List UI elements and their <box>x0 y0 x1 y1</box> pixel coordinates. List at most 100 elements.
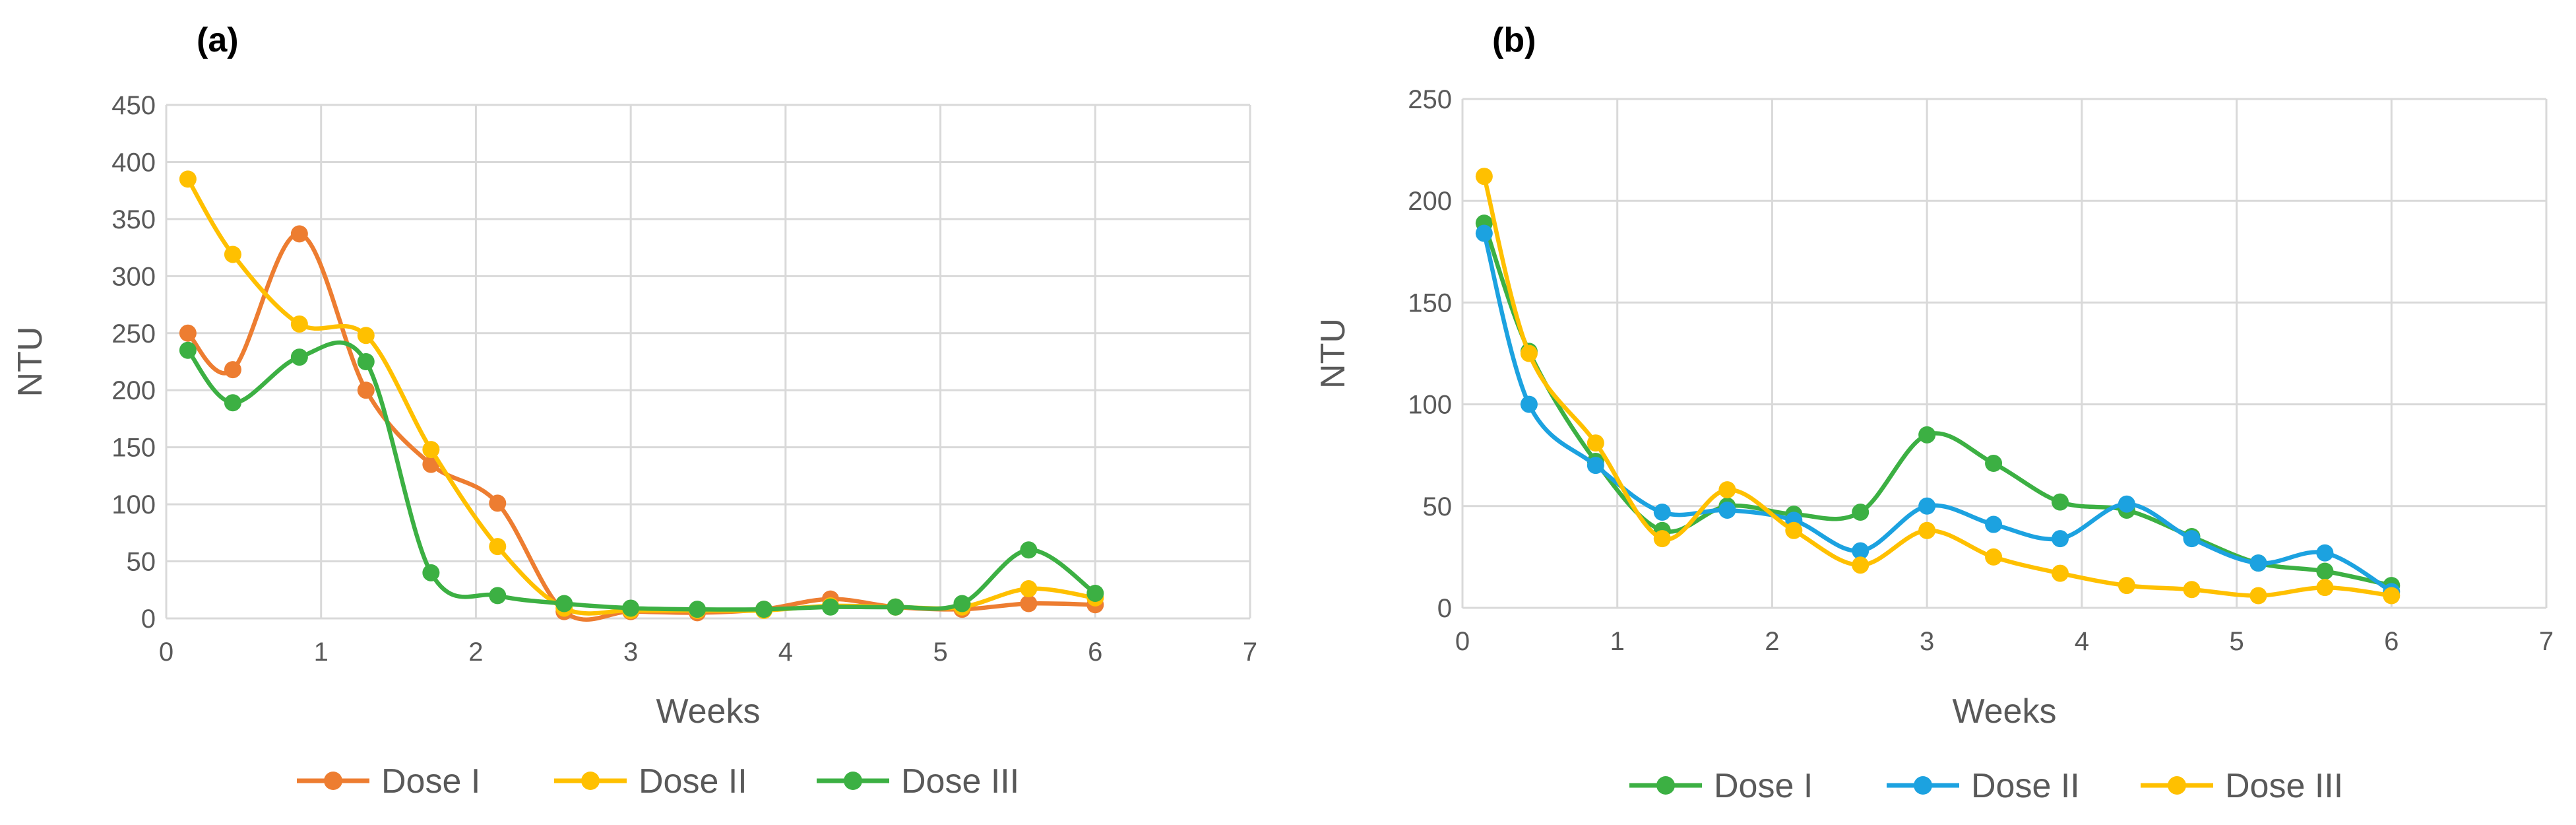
data-point <box>1918 426 1936 444</box>
legend-item: Dose II <box>1887 767 2080 805</box>
data-point <box>357 353 375 370</box>
x-tick-label: 6 <box>1088 638 1102 667</box>
x-tick-label: 2 <box>1765 627 1779 656</box>
y-tick-label: 250 <box>111 319 156 348</box>
data-point <box>2183 581 2201 599</box>
y-axis-title: NTU <box>1314 318 1352 389</box>
gridlines <box>165 104 1251 620</box>
legend-item: Dose I <box>1629 767 1813 805</box>
data-point <box>821 598 839 616</box>
y-axis-title: NTU <box>11 327 49 397</box>
series-dose-iii <box>1475 168 2401 605</box>
legend: Dose I Dose II Dose III <box>1629 767 2343 805</box>
y-tick-label: 400 <box>111 148 156 177</box>
data-point <box>1653 504 1671 521</box>
series-dose-iii <box>179 340 1104 618</box>
data-point <box>1985 515 2003 533</box>
x-tick-label: 0 <box>159 638 173 667</box>
data-point <box>1852 542 1869 560</box>
panel-label: (a) <box>197 21 239 59</box>
x-tick-label: 2 <box>468 638 483 667</box>
data-point <box>2118 577 2135 595</box>
data-point <box>179 341 197 359</box>
y-tick-label: 0 <box>1437 594 1452 623</box>
x-axis-title: Weeks <box>1953 692 2057 731</box>
x-tick-label: 6 <box>2384 627 2399 656</box>
data-point <box>357 327 375 345</box>
data-point <box>224 394 241 412</box>
legend-label: Dose II <box>639 762 747 801</box>
legend-marker-swatch <box>581 772 600 790</box>
data-point <box>179 324 197 342</box>
data-point <box>1475 224 1493 242</box>
x-tick-label: 5 <box>933 638 947 667</box>
data-point <box>1653 530 1671 548</box>
y-tick-label: 0 <box>141 605 156 634</box>
panel-b: (b) 0 50 100 150 200 250 0 1 2 3 4 5 6 7 Weeks NTU Dose I… <box>1314 21 2554 805</box>
x-tick-label: 1 <box>314 638 329 667</box>
legend-label: Dose III <box>2225 767 2343 805</box>
data-point <box>1086 584 1104 602</box>
legend-item: Dose I <box>297 762 480 801</box>
data-point <box>2051 530 2069 548</box>
x-tick-label: 7 <box>2539 627 2554 656</box>
legend-label: Dose II <box>1971 767 2080 805</box>
data-point <box>489 587 507 605</box>
data-point <box>2249 554 2267 572</box>
y-tick-label: 350 <box>111 205 156 234</box>
data-point <box>2118 495 2135 513</box>
data-point <box>224 361 241 379</box>
y-tick-label: 150 <box>111 434 156 463</box>
legend-label: Dose I <box>381 762 480 801</box>
data-point <box>1918 521 1936 539</box>
data-point <box>1985 548 2003 566</box>
data-point <box>1718 501 1736 519</box>
series-line <box>1482 231 2394 594</box>
series-line <box>185 177 1098 616</box>
data-point <box>2383 587 2401 605</box>
data-point <box>1475 168 1493 185</box>
panel-label: (b) <box>1492 21 1536 59</box>
data-point <box>555 595 573 612</box>
y-tick-label: 300 <box>111 262 156 291</box>
data-point <box>1785 521 1803 539</box>
data-point <box>224 246 241 263</box>
data-point <box>489 494 507 512</box>
x-tick-label: 3 <box>1920 627 1934 656</box>
legend-item: Dose II <box>554 762 747 801</box>
data-point <box>1852 556 1869 574</box>
y-tick-label: 150 <box>1408 288 1452 317</box>
data-point <box>2249 587 2267 605</box>
x-tick-label: 4 <box>2075 627 2089 656</box>
series-line <box>185 340 1098 612</box>
legend: Dose I Dose II Dose III <box>297 762 1019 801</box>
data-point <box>1586 434 1604 452</box>
data-point <box>1852 504 1869 521</box>
data-point <box>689 601 707 618</box>
x-tick-label: 3 <box>623 638 638 667</box>
y-tick-label: 100 <box>111 490 156 519</box>
data-point <box>2316 562 2334 580</box>
x-tick-label: 4 <box>778 638 793 667</box>
legend-marker-swatch <box>324 772 342 790</box>
series-dose-ii <box>1475 224 2401 601</box>
data-point <box>2183 530 2201 548</box>
x-tick-label: 0 <box>1455 627 1470 656</box>
data-point <box>1020 580 1038 598</box>
y-tick-label: 50 <box>127 548 156 577</box>
data-point <box>179 170 197 188</box>
legend-label: Dose III <box>901 762 1019 801</box>
legend-marker-swatch <box>2168 776 2186 795</box>
data-point <box>1718 481 1736 499</box>
x-tick-label: 1 <box>1610 627 1625 656</box>
y-tick-label: 450 <box>111 91 156 120</box>
x-tick-label: 7 <box>1243 638 1257 667</box>
data-point <box>755 601 772 618</box>
legend-label: Dose I <box>1714 767 1813 805</box>
panel-a: (a) 0 50 100 150 200 250 300 350 400 450 0 1 2 3 4 5 6 7 We… <box>11 21 1257 801</box>
legend-marker-swatch <box>1656 776 1675 795</box>
y-tick-label: 200 <box>111 376 156 405</box>
data-point <box>2316 544 2334 562</box>
data-point <box>887 598 904 616</box>
data-point <box>1586 457 1604 475</box>
